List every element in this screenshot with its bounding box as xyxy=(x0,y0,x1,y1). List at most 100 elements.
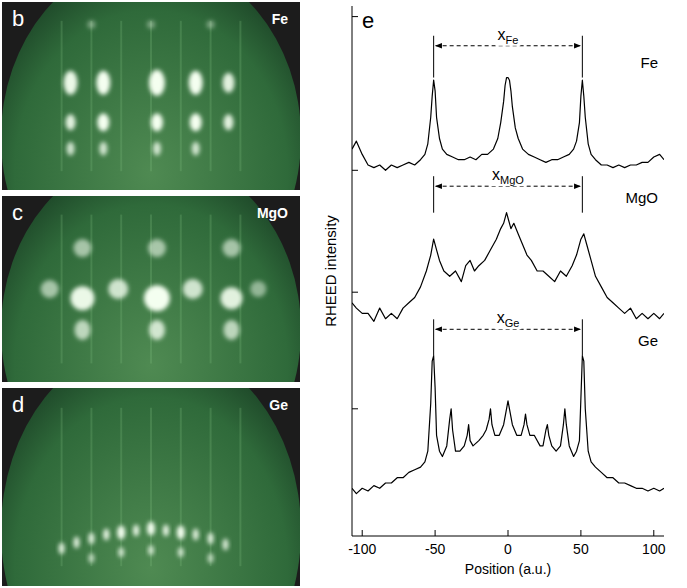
rheed-spot xyxy=(108,279,128,299)
y-tick xyxy=(352,408,358,409)
phosphor-screen xyxy=(2,196,300,382)
rheed-spot xyxy=(147,522,155,536)
peak-marker-line xyxy=(582,176,583,213)
label-patch xyxy=(496,26,521,46)
photo-content xyxy=(2,2,300,190)
rheed-spot xyxy=(88,553,94,563)
phosphor-screen xyxy=(2,2,300,190)
photo-content xyxy=(2,388,300,586)
rheed-spot xyxy=(41,280,59,298)
streak xyxy=(120,21,122,171)
series-label: Ge xyxy=(638,332,658,349)
peak-marker-line xyxy=(582,36,583,78)
peak-marker-line xyxy=(433,36,434,78)
rheed-spot xyxy=(177,526,185,540)
rheed-spot xyxy=(190,113,202,131)
x-tick xyxy=(435,530,436,536)
rheed-spot xyxy=(192,142,200,156)
streak xyxy=(180,408,182,566)
x-tick-label: -50 xyxy=(425,541,445,557)
series-label: Fe xyxy=(640,54,658,71)
streak xyxy=(61,215,63,364)
panel-letter: c xyxy=(12,200,23,225)
panel-letter: b xyxy=(12,6,24,31)
rheed-spot xyxy=(153,142,161,156)
rheed-photo xyxy=(1,342,301,588)
y-tick xyxy=(352,170,358,171)
y-axis-title: RHEED intensity xyxy=(322,215,339,327)
spacing-label: xFe xyxy=(498,26,519,46)
spacing-label: xGe xyxy=(497,309,520,329)
rheed-spot xyxy=(207,21,215,29)
peak-marker-line xyxy=(433,319,434,356)
rheed-spot xyxy=(149,320,165,340)
x-tick xyxy=(580,530,581,536)
streak xyxy=(210,215,212,364)
x-tick-label: 100 xyxy=(642,541,666,557)
rheed-spot xyxy=(222,73,234,93)
rheed-spot xyxy=(70,286,94,310)
rheed-spot xyxy=(133,525,139,537)
x-tick xyxy=(508,530,509,536)
rheed-spot xyxy=(220,287,242,309)
rheed-spot xyxy=(147,21,155,29)
peak-marker-line xyxy=(433,176,434,213)
label-patch xyxy=(495,309,522,329)
photo-label: Fe xyxy=(272,11,289,27)
rheed-spot xyxy=(64,71,78,95)
streak xyxy=(210,21,212,171)
rheed-spot xyxy=(189,71,203,95)
streak xyxy=(90,21,92,171)
rheed-spot xyxy=(223,114,233,130)
spacing-symbol: x xyxy=(498,26,506,43)
rheed-spot xyxy=(208,532,214,544)
rheed-spot xyxy=(74,320,90,340)
rheed-spot xyxy=(96,71,110,95)
streak xyxy=(239,215,241,364)
rheed-spot xyxy=(223,320,239,340)
rheed-spot xyxy=(118,547,124,557)
rheed-spot xyxy=(163,525,169,537)
photo-label: MgO xyxy=(257,205,288,221)
phosphor-screen xyxy=(2,388,300,586)
spacing-subscript: Ge xyxy=(505,317,520,329)
series-group xyxy=(352,78,664,494)
panel-letter: d xyxy=(12,392,24,417)
streak xyxy=(90,215,92,364)
rheed-spot xyxy=(67,142,75,156)
y-tick xyxy=(352,16,358,17)
spacing-symbol: x xyxy=(492,166,500,183)
streak xyxy=(239,21,241,171)
x-tick xyxy=(653,530,654,536)
rheed-spot xyxy=(250,281,266,297)
rheed-spot xyxy=(97,113,109,131)
rheed-spot xyxy=(66,114,76,130)
streak xyxy=(180,21,182,171)
rheed-spot xyxy=(99,142,107,156)
rheed-spot xyxy=(117,526,125,540)
rheed-spot xyxy=(223,538,229,550)
x-tick xyxy=(362,530,363,536)
streak xyxy=(120,408,122,566)
streak xyxy=(150,408,152,566)
rheed-spot xyxy=(87,21,95,29)
rheed-spot xyxy=(103,529,109,541)
panel-letter: e xyxy=(362,8,374,33)
trace xyxy=(352,78,664,171)
y-tick xyxy=(352,292,358,293)
rheed-spot xyxy=(151,113,163,131)
streak xyxy=(150,21,152,171)
rheed-spot xyxy=(208,553,214,563)
trace xyxy=(352,356,664,494)
figure: bFecMgOdGe-100-50050100Position (a.u.)RH… xyxy=(0,0,687,588)
series-label: MgO xyxy=(625,189,658,206)
peak-marker-line xyxy=(582,319,583,356)
spacing-subscript: Fe xyxy=(506,34,519,46)
rheed-spot xyxy=(74,536,80,548)
streak xyxy=(239,408,241,566)
rheed-spot xyxy=(144,285,170,311)
spacing-label: xMgO xyxy=(492,166,524,186)
rheed-spot xyxy=(178,547,184,557)
trace xyxy=(352,213,664,322)
x-tick-label: 0 xyxy=(504,541,512,557)
